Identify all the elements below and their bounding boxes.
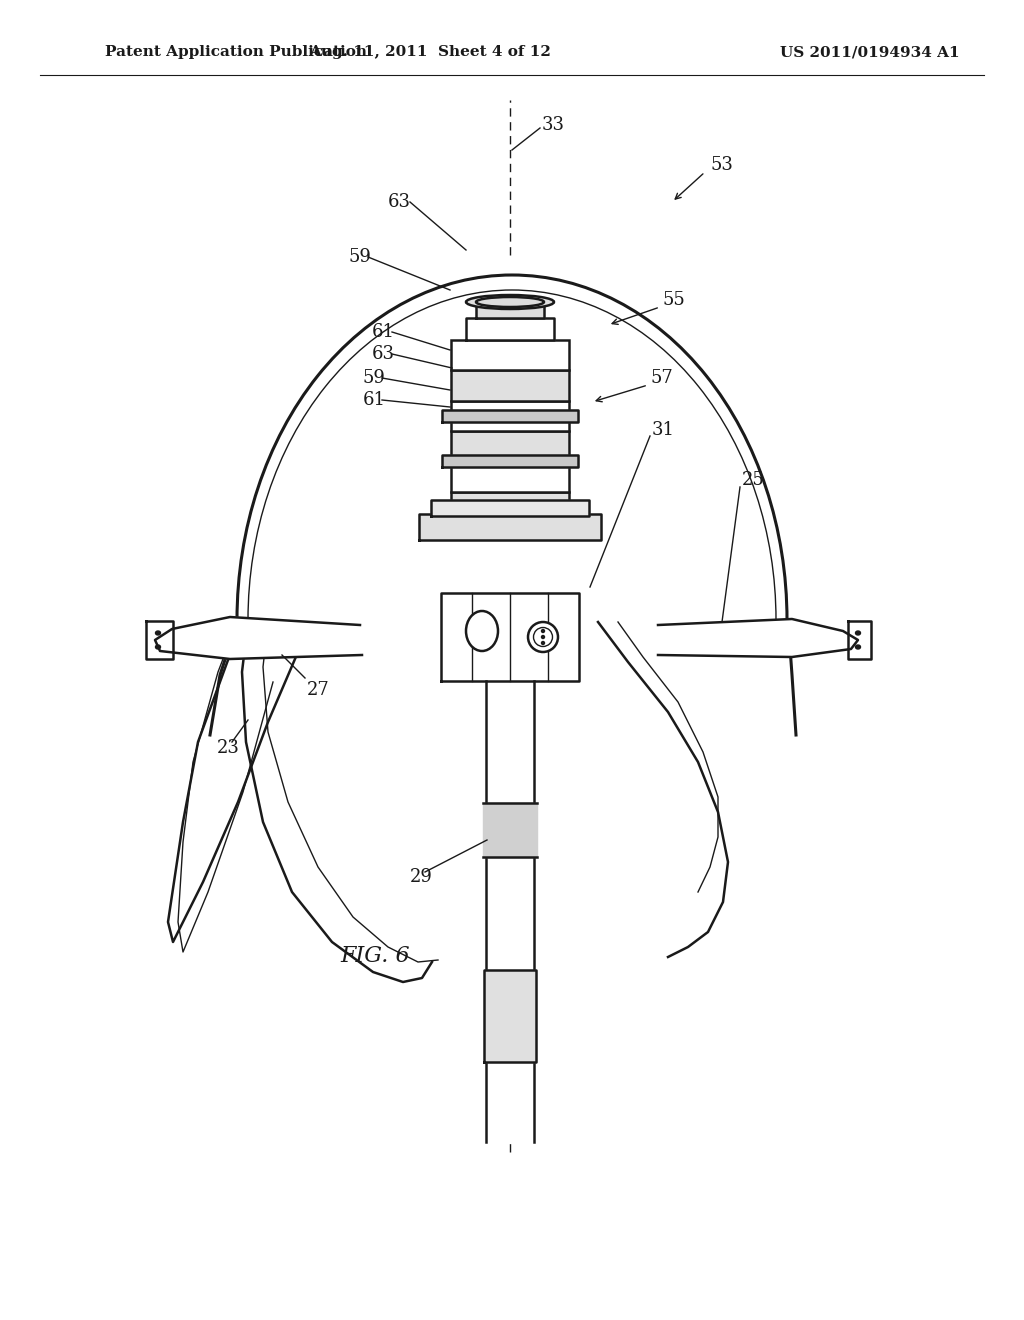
Bar (451, 432, 569, 461)
Text: 29: 29 (410, 869, 433, 886)
Ellipse shape (542, 642, 545, 644)
Text: Aug. 11, 2011  Sheet 4 of 12: Aug. 11, 2011 Sheet 4 of 12 (309, 45, 551, 59)
Ellipse shape (855, 645, 860, 649)
Text: 61: 61 (372, 323, 395, 341)
Polygon shape (431, 500, 589, 516)
Polygon shape (146, 620, 173, 659)
Polygon shape (466, 318, 554, 341)
Text: 59: 59 (348, 248, 371, 267)
Text: 55: 55 (662, 290, 685, 309)
Text: US 2011/0194934 A1: US 2011/0194934 A1 (780, 45, 959, 59)
Ellipse shape (476, 297, 544, 308)
Ellipse shape (528, 622, 558, 652)
Bar (451, 461, 569, 491)
Bar (451, 371, 569, 401)
Polygon shape (419, 513, 601, 540)
Text: Patent Application Publication: Patent Application Publication (105, 45, 367, 59)
Polygon shape (442, 409, 578, 422)
Text: 23: 23 (217, 739, 240, 756)
Ellipse shape (542, 635, 545, 639)
Polygon shape (441, 593, 579, 681)
Text: 25: 25 (742, 471, 765, 488)
Ellipse shape (534, 627, 553, 647)
Text: 53: 53 (710, 156, 733, 174)
Polygon shape (483, 803, 537, 857)
Text: 31: 31 (652, 421, 675, 440)
Text: FIG. 6: FIG. 6 (340, 945, 410, 968)
Ellipse shape (542, 630, 545, 632)
Polygon shape (155, 616, 362, 659)
Bar (451, 341, 569, 371)
Polygon shape (658, 619, 858, 657)
Ellipse shape (156, 645, 161, 649)
Polygon shape (484, 970, 536, 1063)
Text: 59: 59 (362, 370, 386, 387)
Ellipse shape (466, 294, 554, 309)
Polygon shape (848, 620, 871, 659)
Text: 33: 33 (542, 116, 565, 135)
Text: 63: 63 (388, 193, 411, 211)
Text: 63: 63 (372, 345, 395, 363)
Text: 57: 57 (650, 370, 673, 387)
Text: 61: 61 (362, 391, 386, 409)
Ellipse shape (466, 611, 498, 651)
Polygon shape (442, 455, 578, 467)
Ellipse shape (156, 631, 161, 635)
Text: 27: 27 (307, 681, 330, 700)
Bar (451, 401, 569, 432)
Bar (451, 491, 569, 521)
Polygon shape (476, 302, 544, 318)
Ellipse shape (855, 631, 860, 635)
Polygon shape (486, 681, 534, 1142)
